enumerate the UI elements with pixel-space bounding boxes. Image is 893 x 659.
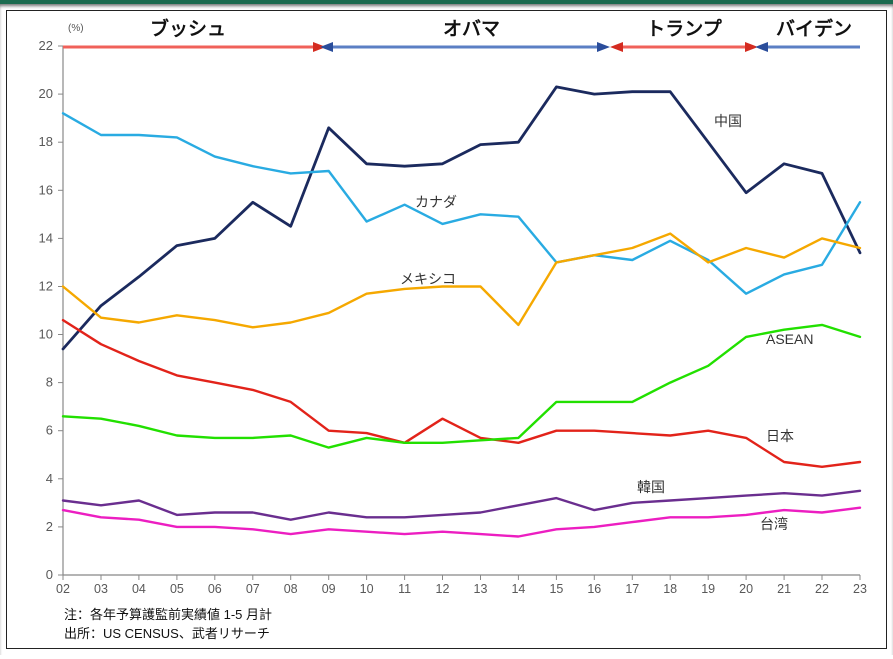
svg-text:15: 15 bbox=[549, 582, 563, 596]
svg-text:4: 4 bbox=[46, 471, 53, 486]
svg-text:14: 14 bbox=[39, 230, 53, 245]
svg-text:20: 20 bbox=[739, 582, 753, 596]
svg-text:カナダ: カナダ bbox=[415, 194, 457, 210]
svg-text:ASEAN: ASEAN bbox=[766, 331, 813, 347]
svg-text:(%): (%) bbox=[68, 23, 84, 34]
svg-text:09: 09 bbox=[322, 582, 336, 596]
svg-text:22: 22 bbox=[39, 38, 53, 53]
svg-text:19: 19 bbox=[701, 582, 715, 596]
svg-text:14: 14 bbox=[511, 582, 525, 596]
svg-text:13: 13 bbox=[474, 582, 488, 596]
svg-text:22: 22 bbox=[815, 582, 829, 596]
svg-text:08: 08 bbox=[284, 582, 298, 596]
svg-text:10: 10 bbox=[360, 582, 374, 596]
svg-text:06: 06 bbox=[208, 582, 222, 596]
svg-text:8: 8 bbox=[46, 375, 53, 390]
svg-text:18: 18 bbox=[663, 582, 677, 596]
svg-text:02: 02 bbox=[56, 582, 70, 596]
svg-text:メキシコ: メキシコ bbox=[400, 271, 456, 287]
svg-text:16: 16 bbox=[587, 582, 601, 596]
svg-text:10: 10 bbox=[39, 327, 53, 342]
svg-text:台湾: 台湾 bbox=[760, 516, 788, 532]
svg-text:中国: 中国 bbox=[714, 113, 742, 129]
svg-text:05: 05 bbox=[170, 582, 184, 596]
svg-text:日本: 日本 bbox=[766, 428, 794, 444]
svg-text:23: 23 bbox=[853, 582, 867, 596]
svg-text:11: 11 bbox=[398, 582, 411, 596]
svg-text:21: 21 bbox=[777, 582, 791, 596]
svg-text:12: 12 bbox=[39, 279, 53, 294]
svg-text:03: 03 bbox=[94, 582, 108, 596]
svg-text:0: 0 bbox=[46, 567, 53, 582]
svg-text:04: 04 bbox=[132, 582, 146, 596]
svg-text:20: 20 bbox=[39, 86, 53, 101]
svg-text:07: 07 bbox=[246, 582, 260, 596]
svg-text:12: 12 bbox=[436, 582, 450, 596]
svg-text:16: 16 bbox=[39, 182, 53, 197]
svg-text:17: 17 bbox=[625, 582, 639, 596]
svg-text:韓国: 韓国 bbox=[637, 479, 665, 495]
svg-text:6: 6 bbox=[46, 423, 53, 438]
svg-text:2: 2 bbox=[46, 519, 53, 534]
svg-text:18: 18 bbox=[39, 134, 53, 149]
